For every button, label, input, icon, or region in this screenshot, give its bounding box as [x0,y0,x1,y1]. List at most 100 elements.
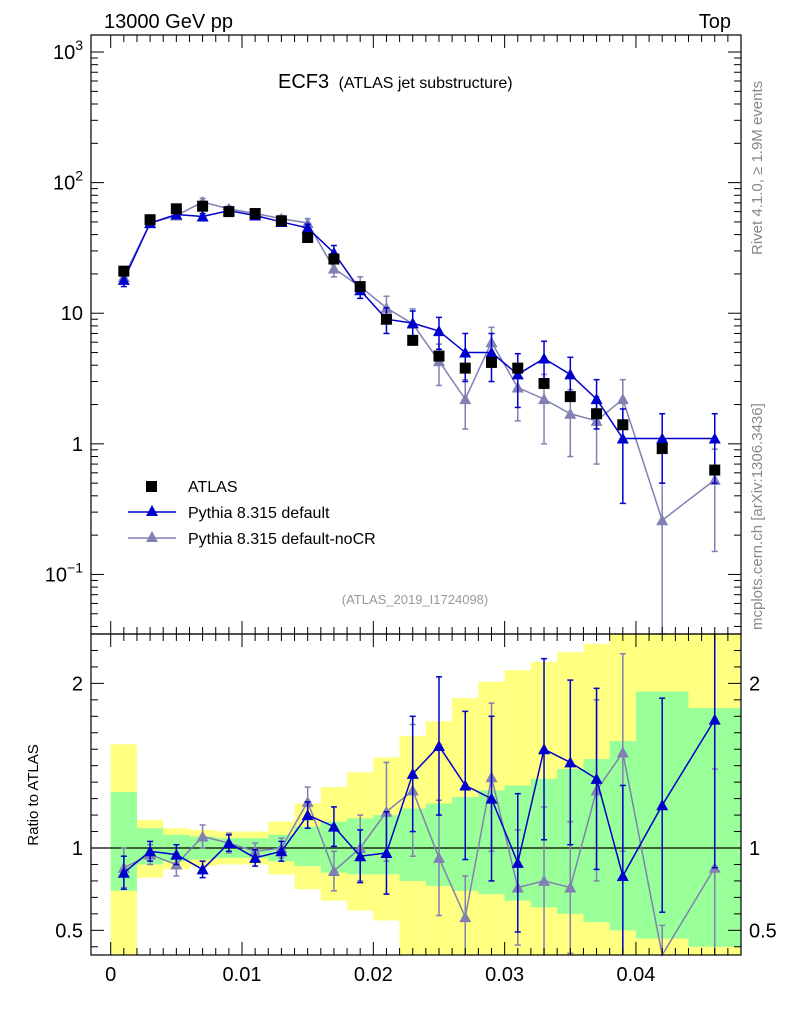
ratio-default-point [616,869,629,881]
main-atlas-point [486,356,498,368]
ratio-default-point [432,739,445,751]
ratio-nocr-point [327,865,340,877]
ratio-nocr-point [459,911,472,923]
legend-nocr-marker [146,531,158,542]
main-atlas-point [118,265,130,277]
main-nocr-point [564,407,577,419]
ratio-band-inner [294,826,321,867]
ratio-default-point [144,845,157,857]
main-nocr-point [327,262,340,274]
x-tick-label: 0.04 [616,964,655,986]
x-tick-label: 0 [105,964,116,986]
ratio-nocr-line [123,750,716,958]
main-atlas-point [302,232,314,244]
axis-ticks: 10−1 1 10 102 103 0 0.01 0.02 0.03 0.04 0.5 0.5 1 1 2 2 [45,35,777,986]
ratio-default-point [196,863,209,875]
main-default-point [708,432,721,444]
main-atlas-point [591,408,603,420]
ratio-y-tick-label: 1 [72,838,83,860]
main-y-tick-label: 10 [61,303,83,325]
plot-title-main: ECF3 [278,71,329,93]
ratio-default-point [564,756,577,768]
main-y-tick-label: 103 [53,37,83,64]
main-atlas-point [170,203,182,215]
ratio-nocr-point [432,851,445,863]
ratio-default-point [117,866,130,878]
main-atlas-point [709,464,721,476]
main-nocr-line [123,201,716,522]
main-default-point [564,368,577,380]
ratio-nocr-point [616,746,629,758]
main-default-line [123,209,715,440]
legend-atlas-marker [146,481,157,492]
panel-frames [90,34,742,956]
main-nocr-point [459,393,472,405]
main-y-tick-label: 102 [53,168,83,195]
main-y-tick-label: 10−1 [45,559,83,586]
main-default-point [656,432,669,444]
legend-default-label: Pythia 8.315 default [188,505,330,522]
ratio-nocr-point [538,874,551,886]
ratio-default-point [301,809,314,821]
ratio-y-tick-label: 0.5 [55,920,83,942]
main-default-point [511,368,524,380]
main-default-point [590,393,603,405]
x-tick-label: 0.01 [223,964,262,986]
ratio-default-point [275,845,288,857]
main-default-point [485,346,498,358]
ratio-y-tick-label-right: 1 [749,838,760,860]
main-atlas-point [564,391,576,403]
ratio-nocr-point [564,881,577,893]
main-atlas-point [144,214,156,226]
analysis-id: (ATLAS_2019_I1724098) [342,592,488,607]
ratio-default-point [406,767,419,779]
ratio-default-point [656,799,669,811]
ratio-y-axis-label: Ratio to ATLAS [25,744,42,845]
ratio-y-tick-label: 2 [72,673,83,695]
main-default-point [301,221,314,233]
legend-default-marker [146,505,158,516]
main-atlas-point [197,200,209,212]
main-atlas-point [328,253,340,265]
ratio-y-tick-label-right: 2 [749,673,760,695]
ratio-default-point [590,772,603,784]
ratio-default-point [170,848,183,860]
main-atlas-point [249,208,261,220]
main-atlas-point [459,362,471,374]
x-tick-label: 0.02 [354,964,393,986]
ratio-default-point [708,713,721,725]
ratio-default-point [222,837,235,849]
ratio-default-point [380,846,393,858]
x-tick-label: 0.03 [485,964,524,986]
ratio-default-point [538,743,551,755]
legend: ATLAS Pythia 8.315 default Pythia 8.315 … [128,479,376,548]
ratio-nocr-point [196,830,209,842]
main-default-point [432,325,445,337]
main-default-point [538,352,551,364]
main-nocr-point [656,514,669,526]
main-atlas-point [354,281,366,293]
ratio-panel-frame [90,633,742,956]
main-default-point [406,317,419,329]
legend-nocr-label: Pythia 8.315 default-noCR [188,531,376,548]
plot-title: ECF3 (ATLAS jet substructure) [278,71,513,93]
mcplots-reference-text: mcplots.cern.ch [arXiv:1306.3436] [749,403,766,630]
main-default-point [117,273,130,285]
ratio-default-point [354,850,367,862]
main-atlas-point [380,313,392,325]
main-atlas-point [512,362,524,374]
main-y-tick-label: 1 [72,434,83,456]
main-nocr-point [616,393,629,405]
main-atlas-point [617,419,629,431]
main-atlas-point [656,443,668,455]
ratio-default-line [123,719,716,878]
rivet-version-text: Rivet 4.1.0, ≥ 1.9M events [749,81,766,255]
main-atlas-point [433,350,445,362]
ratio-default-point [459,779,472,791]
header-right-label: Top [699,11,731,33]
ratio-default-point [485,792,498,804]
plot-title-sub: (ATLAS jet substructure) [339,75,513,92]
main-atlas-point [407,334,419,346]
main-atlas-point [275,215,287,227]
